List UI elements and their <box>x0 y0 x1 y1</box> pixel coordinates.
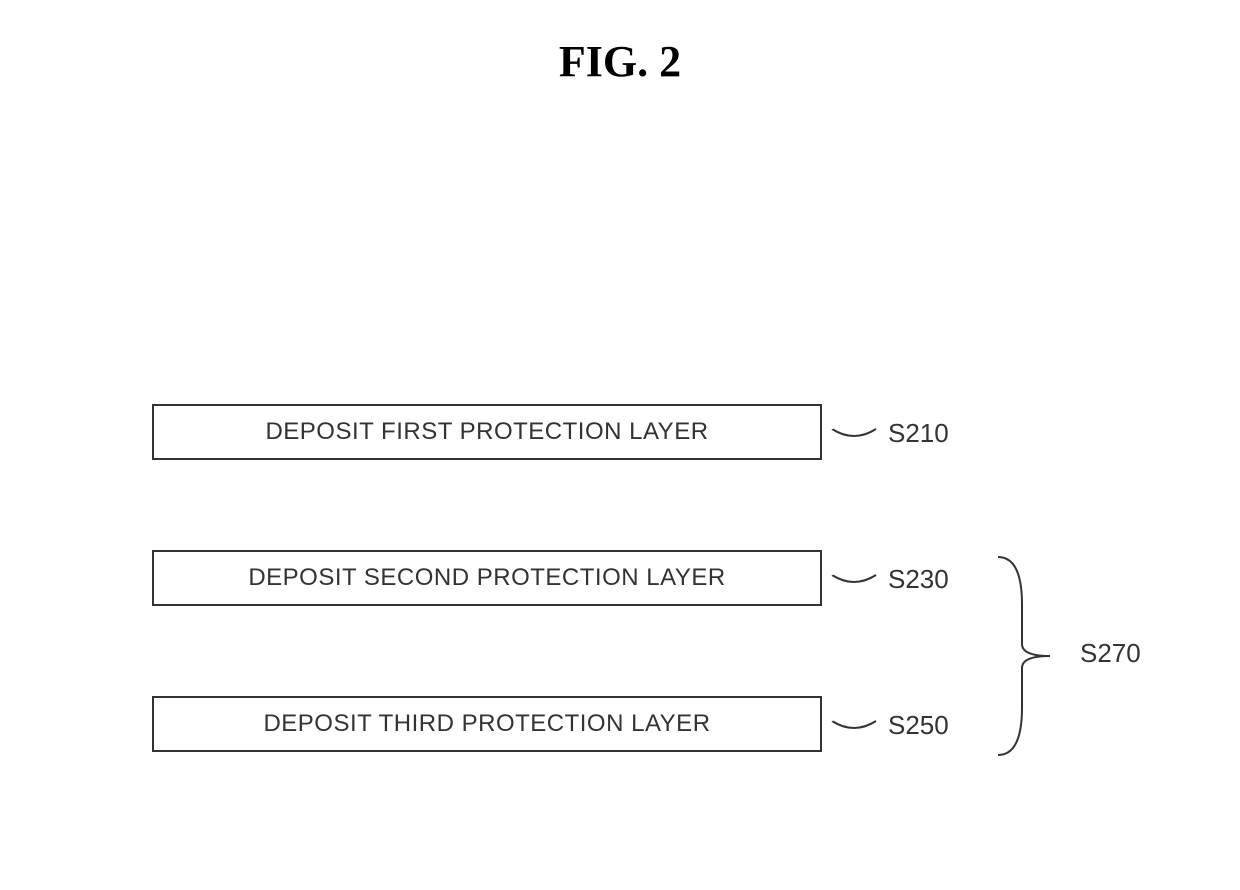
group-bracket-s270 <box>994 553 1064 763</box>
figure-title: FIG. 2 <box>559 36 681 87</box>
step-text-s230: DEPOSIT SECOND PROTECTION LAYER <box>248 564 725 592</box>
connector-s250 <box>830 717 880 731</box>
connector-s230 <box>830 571 880 585</box>
step-box-s250: DEPOSIT THIRD PROTECTION LAYER <box>152 696 822 752</box>
step-label-s210: S210 <box>888 418 949 449</box>
connector-s210 <box>830 425 880 439</box>
step-box-s210: DEPOSIT FIRST PROTECTION LAYER <box>152 404 822 460</box>
step-box-s230: DEPOSIT SECOND PROTECTION LAYER <box>152 550 822 606</box>
step-text-s250: DEPOSIT THIRD PROTECTION LAYER <box>263 710 710 738</box>
step-text-s210: DEPOSIT FIRST PROTECTION LAYER <box>265 418 708 446</box>
step-label-s230: S230 <box>888 564 949 595</box>
group-label-s270: S270 <box>1080 638 1141 669</box>
step-label-s250: S250 <box>888 710 949 741</box>
